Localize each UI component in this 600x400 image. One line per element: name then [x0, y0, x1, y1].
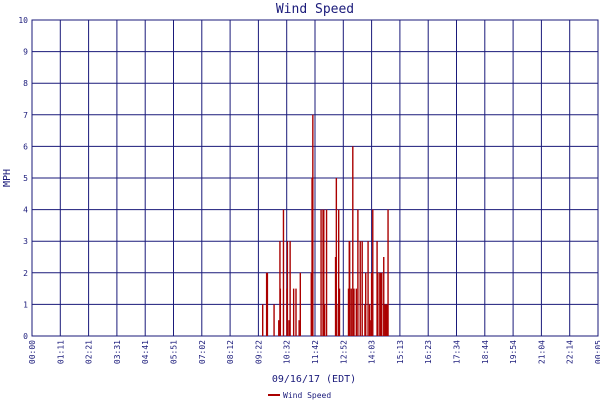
y-tick-label: 1: [23, 300, 28, 309]
y-tick-label: 10: [18, 16, 28, 25]
y-axis-label: MPH: [2, 169, 13, 187]
legend: Wind Speed: [268, 391, 331, 400]
y-tick-label: 7: [23, 111, 28, 120]
x-tick-label: 22:14: [566, 340, 575, 364]
x-tick-label: 01:11: [56, 340, 65, 364]
grid-lines: [31, 19, 599, 337]
y-tick-label: 5: [23, 174, 28, 183]
x-tick-label: 04:41: [141, 340, 150, 364]
x-tick-label: 08:12: [226, 340, 235, 364]
x-tick-label: 19:54: [509, 340, 518, 364]
y-tick-label: 3: [23, 237, 28, 246]
x-tick-label: 07:02: [198, 340, 207, 364]
y-tick-label: 8: [23, 79, 28, 88]
y-tick-label: 4: [23, 206, 28, 215]
y-tick-label: 6: [23, 142, 28, 151]
x-tick-labels: 00:00 01:11 02:21 03:31 04:41 05:51 07:02 08:12…: [28, 340, 600, 364]
x-tick-label: 15:13: [396, 340, 405, 364]
x-tick-label: 03:31: [113, 340, 122, 364]
y-tick-labels: 0 1 2 3 4 5 6 7 8 9 10: [18, 16, 28, 341]
x-tick-label: 09:22: [254, 340, 263, 364]
x-tick-label: 11:42: [311, 340, 320, 364]
x-tick-label: 14:03: [368, 340, 377, 364]
x-tick-label: 21:04: [537, 340, 546, 364]
y-tick-label: 2: [23, 269, 28, 278]
x-tick-label: 12:52: [339, 340, 348, 364]
legend-label: Wind Speed: [283, 391, 331, 400]
x-tick-label: 16:23: [424, 340, 433, 364]
wind-speed-bars: [262, 114, 389, 336]
x-tick-label: 10:32: [283, 340, 292, 364]
x-tick-label: 18:44: [481, 340, 490, 364]
chart-title: Wind Speed: [276, 2, 354, 17]
x-tick-label: 17:34: [453, 340, 462, 364]
y-tick-label: 0: [23, 332, 28, 341]
x-tick-label: 05:51: [170, 340, 179, 364]
y-tick-label: 9: [23, 48, 28, 57]
x-axis-label: 09/16/17 (EDT): [272, 374, 356, 385]
x-tick-label: 00:05: [594, 340, 600, 364]
x-tick-label: 00:00: [28, 340, 37, 364]
x-tick-label: 02:21: [85, 340, 94, 364]
